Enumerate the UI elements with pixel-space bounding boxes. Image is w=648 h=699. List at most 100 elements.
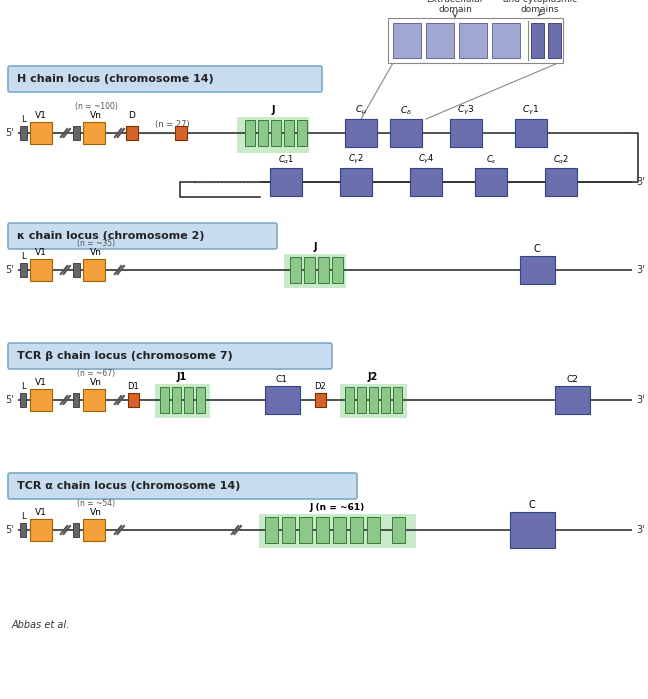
Text: $C_{\alpha}1$: $C_{\alpha}1$ [278,154,294,166]
Bar [555,386,590,414]
Bar [393,387,402,413]
Text: V1: V1 [35,111,47,120]
Bar [258,120,268,146]
Text: 3': 3' [636,395,645,405]
Text: (n = ~67): (n = ~67) [77,369,115,378]
Bar [245,120,255,146]
Bar [299,517,312,543]
Text: C: C [533,244,540,254]
Bar [73,393,79,407]
Text: (n = ~54): (n = ~54) [77,499,115,508]
Text: $C_\gamma1$: $C_\gamma1$ [522,104,540,117]
Text: $C_{\gamma}2$: $C_{\gamma}2$ [348,153,364,166]
Bar [367,517,380,543]
Bar [271,120,281,146]
Text: (n = ~35): (n = ~35) [77,239,115,248]
Text: C1: C1 [276,375,288,384]
Bar [340,168,372,196]
Bar [73,126,80,140]
Bar [510,512,555,548]
Text: 5': 5' [5,265,14,275]
Bar [318,257,329,283]
Text: Abbas et al.: Abbas et al. [12,620,70,630]
Bar [83,259,105,281]
Bar [20,263,27,277]
Text: $C_{\gamma}4$: $C_{\gamma}4$ [418,153,434,166]
Bar [475,168,507,196]
Bar [316,517,329,543]
Text: Extracellular
domain: Extracellular domain [426,0,483,14]
Text: 3': 3' [636,265,645,275]
Text: 5': 5' [5,395,14,405]
Bar [531,23,544,58]
Bar [333,517,346,543]
Text: Transmembrane
and cytoplasmic
domains: Transmembrane and cytoplasmic domains [503,0,577,14]
Bar [388,18,563,63]
Text: L: L [21,382,25,391]
Bar [30,259,52,281]
Bar [83,519,105,541]
Bar [20,523,26,537]
Text: C2: C2 [566,375,578,384]
Text: 3': 3' [636,525,645,535]
Bar [184,387,193,413]
Text: Vn: Vn [90,248,102,257]
FancyBboxPatch shape [8,343,332,369]
Text: D1: D1 [127,382,139,391]
Text: Vn: Vn [90,111,102,120]
Bar [175,126,187,140]
Bar [83,389,105,411]
Bar [30,519,52,541]
Bar [545,168,577,196]
Bar [520,256,555,284]
Text: (n = ~100): (n = ~100) [75,102,117,111]
Bar [284,254,346,288]
Text: $C_\gamma3$: $C_\gamma3$ [457,104,474,117]
Text: V1: V1 [35,248,47,257]
Text: J: J [272,105,275,115]
Bar [515,119,547,147]
Bar [450,119,482,147]
Bar [393,23,421,58]
Bar [459,23,487,58]
Text: J (n = ~61): J (n = ~61) [310,503,365,512]
Text: Vn: Vn [90,508,102,517]
Bar [369,387,378,413]
Bar [304,257,315,283]
Bar [410,168,442,196]
Bar [357,387,366,413]
Bar [350,517,363,543]
FancyBboxPatch shape [8,223,277,249]
Bar [126,126,138,140]
Text: L: L [21,512,25,521]
Text: Vn: Vn [90,378,102,387]
Text: 3': 3' [636,177,645,187]
Bar [128,393,139,407]
Bar [345,387,354,413]
Bar [172,387,181,413]
Text: D: D [128,111,135,120]
Bar [20,126,27,140]
Text: 5': 5' [5,128,14,138]
Bar [315,393,326,407]
Text: $C_\mu$: $C_\mu$ [355,104,367,117]
Bar [83,122,105,144]
Bar [548,23,561,58]
Bar [30,122,52,144]
Bar [332,257,343,283]
Text: (n = 27): (n = 27) [155,120,190,129]
Text: L: L [21,115,25,124]
Bar [426,23,454,58]
Text: 5': 5' [5,525,14,535]
Bar [265,517,278,543]
Bar [381,387,390,413]
Bar [265,386,300,414]
Text: TCR β chain locus (chromosome 7): TCR β chain locus (chromosome 7) [17,351,233,361]
Text: TCR α chain locus (chromosome 14): TCR α chain locus (chromosome 14) [17,481,240,491]
Bar [259,514,416,548]
Text: V1: V1 [35,508,47,517]
FancyBboxPatch shape [8,66,322,92]
Bar [73,523,79,537]
Text: V1: V1 [35,378,47,387]
Text: J: J [313,242,317,252]
